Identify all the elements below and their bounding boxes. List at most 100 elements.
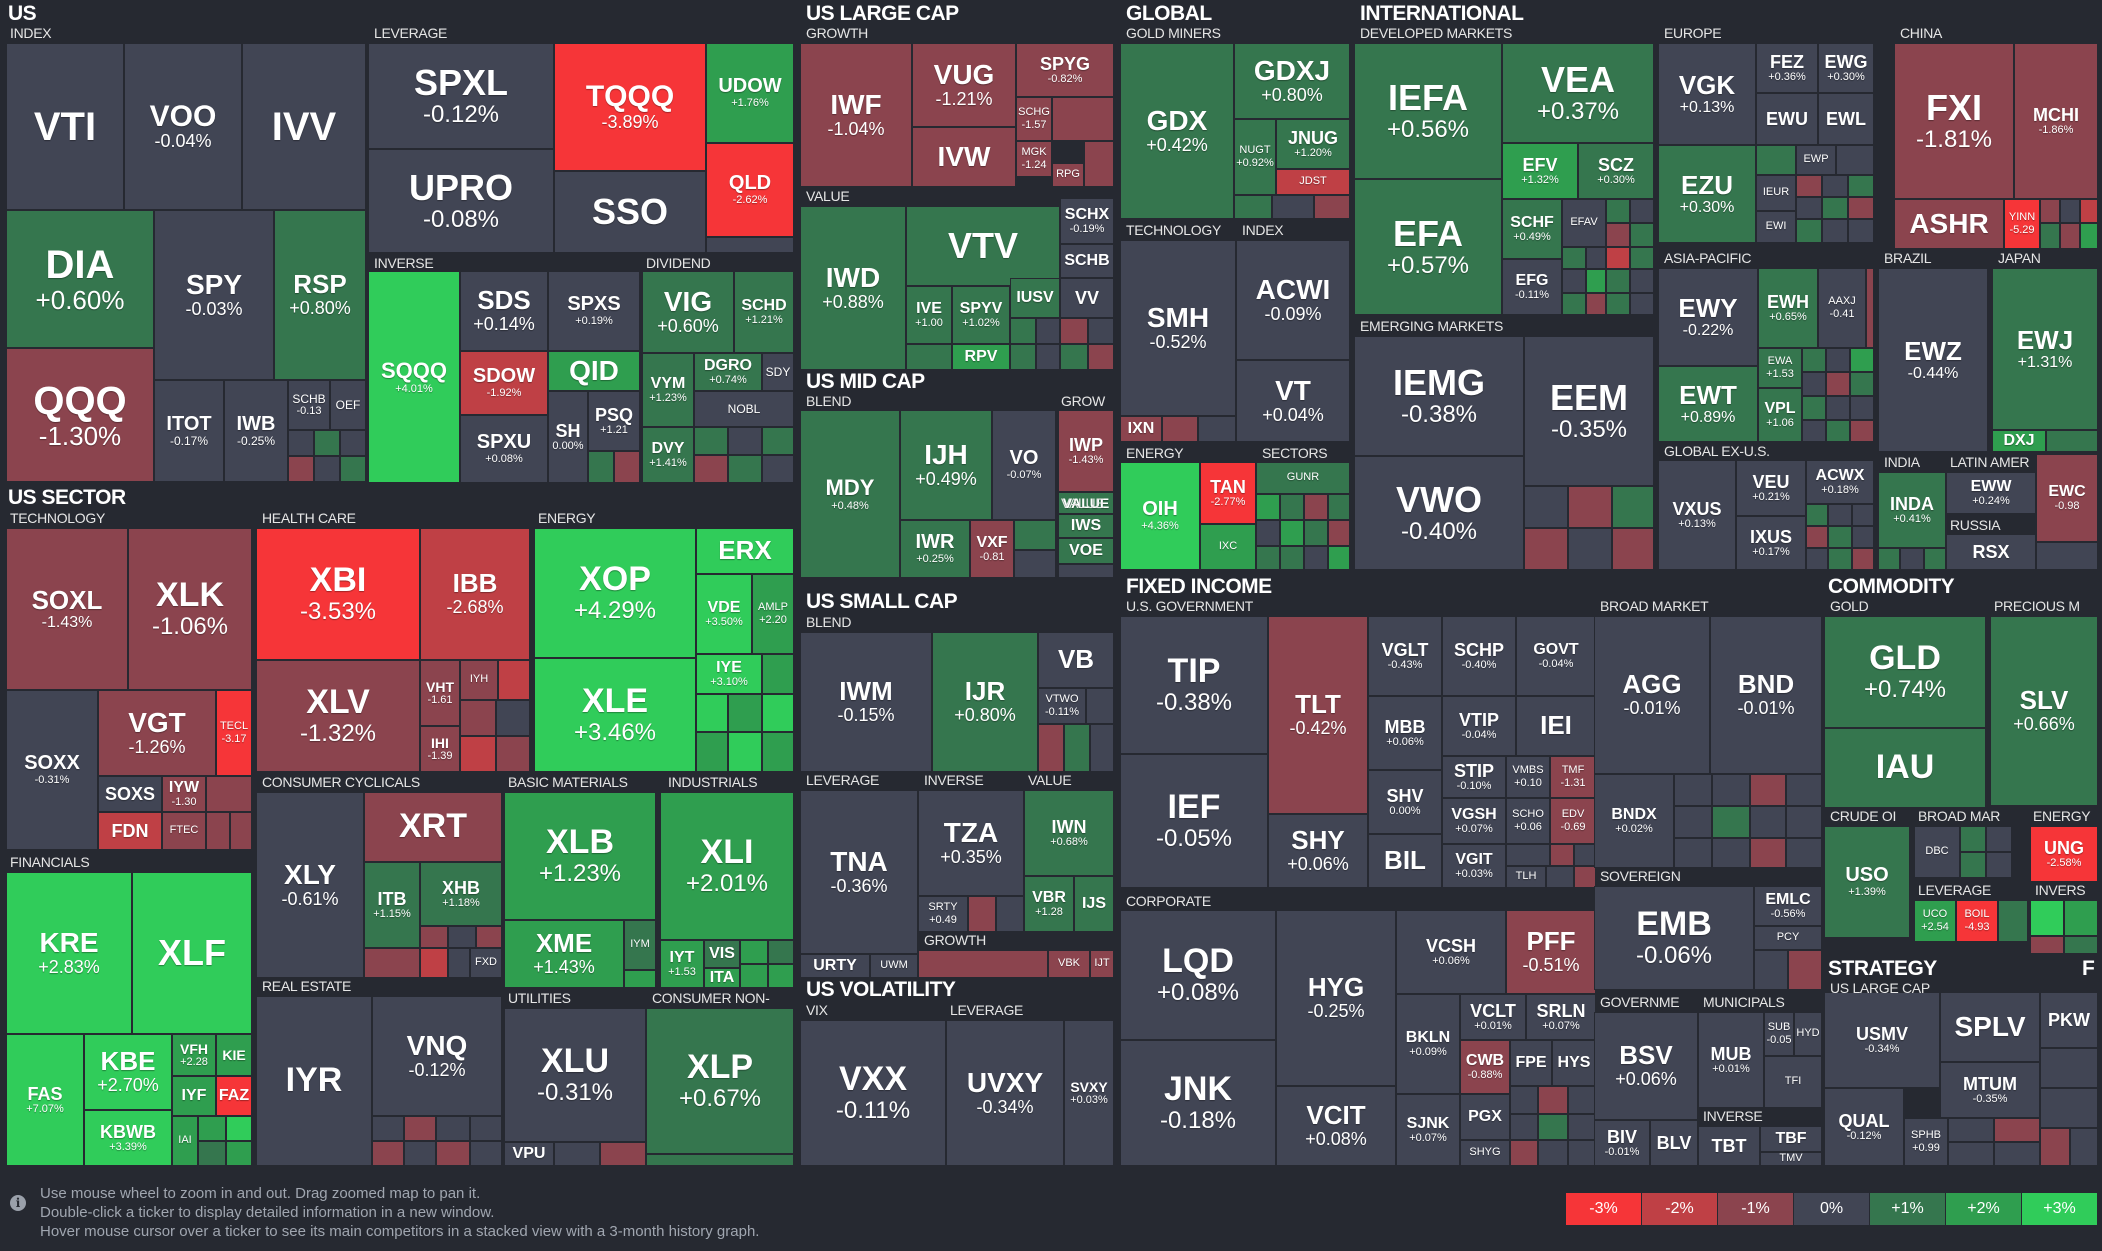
ticker-vcit[interactable]: VCIT +0.08% <box>1276 1086 1396 1166</box>
ticker-cell[interactable] <box>1562 247 1586 269</box>
ticker-cell[interactable] <box>1806 548 1828 570</box>
ticker-scz[interactable]: SCZ +0.30% <box>1578 143 1654 199</box>
ticker-vym[interactable]: VYM +1.23% <box>642 353 694 427</box>
ticker-cell[interactable] <box>1198 416 1236 442</box>
ticker-cell[interactable] <box>1756 145 1796 175</box>
ticker-acwx[interactable]: ACWX +0.18% <box>1806 460 1874 504</box>
ticker-cell[interactable] <box>1998 900 2028 942</box>
ticker-vig[interactable]: VIG +0.60% <box>642 271 734 353</box>
ticker-xhb[interactable]: XHB +1.18% <box>420 862 502 926</box>
ticker-vmbs[interactable]: VMBS +0.10 <box>1506 756 1550 798</box>
ticker-mbb[interactable]: MBB +0.06% <box>1368 696 1442 770</box>
ticker-cell[interactable] <box>498 660 530 700</box>
ticker-cell[interactable] <box>728 694 762 732</box>
ticker-ixn[interactable]: IXN <box>1120 416 1162 442</box>
ticker-vgsh[interactable]: VGSH +0.07% <box>1442 798 1506 844</box>
ticker-cell[interactable] <box>1712 838 1750 868</box>
ticker-veu[interactable]: VEU +0.21% <box>1736 460 1806 516</box>
ticker-fdn[interactable]: FDN <box>98 812 162 850</box>
ticker-cell[interactable] <box>1606 293 1630 315</box>
ticker-bil[interactable]: BIL <box>1368 834 1442 888</box>
ticker-iyw[interactable]: IYW -1.30 <box>162 776 206 812</box>
ticker-fas[interactable]: FAS +7.07% <box>6 1034 84 1166</box>
ticker-eem[interactable]: EEM -0.35% <box>1524 336 1654 486</box>
ticker-dxj[interactable]: DXJ <box>1992 430 2046 452</box>
ticker-cell[interactable] <box>2036 542 2098 570</box>
ticker-cell[interactable] <box>1256 494 1280 520</box>
ticker-cell[interactable] <box>1802 372 1826 396</box>
ticker-cell[interactable] <box>1750 774 1786 806</box>
ticker-ijs[interactable]: IJS <box>1074 876 1114 932</box>
ticker-voo[interactable]: VOO -0.04% <box>124 43 242 210</box>
ticker-vwo[interactable]: VWO -0.40% <box>1354 456 1524 570</box>
ticker-shy[interactable]: SHY +0.06% <box>1268 814 1368 888</box>
ticker-cell[interactable] <box>1052 97 1114 141</box>
ticker-cell[interactable] <box>206 812 230 850</box>
ticker-cell[interactable] <box>2040 1088 2098 1128</box>
ticker-rsp[interactable]: RSP +0.80% <box>274 210 366 380</box>
ticker-cell[interactable] <box>740 964 768 988</box>
ticker-rpv[interactable]: RPV <box>952 344 1010 370</box>
ticker-cell[interactable] <box>226 1116 252 1141</box>
ticker-ibb[interactable]: IBB -2.68% <box>420 528 530 660</box>
ticker-vcsh[interactable]: VCSH +0.06% <box>1396 910 1506 994</box>
ticker-cell[interactable] <box>1986 852 2012 878</box>
ticker-cell[interactable] <box>1086 688 1114 724</box>
ticker-cell[interactable] <box>1328 520 1350 546</box>
ticker-cell[interactable] <box>1994 1118 2040 1142</box>
ticker-xrt[interactable]: XRT <box>364 792 502 862</box>
ticker-mtum[interactable]: MTUM -0.35% <box>1940 1062 2040 1118</box>
ticker-hys[interactable]: HYS <box>1552 1040 1596 1086</box>
ticker-schb[interactable]: SCHB -0.13 <box>288 380 330 430</box>
ticker-cell[interactable] <box>1712 806 1750 838</box>
ticker-vbr[interactable]: VBR +1.28 <box>1024 876 1074 932</box>
ticker-itb[interactable]: ITB +1.15% <box>364 862 420 948</box>
ticker-cell[interactable] <box>1786 838 1822 868</box>
ticker-qqq[interactable]: QQQ -1.30% <box>6 348 154 482</box>
ticker-efv[interactable]: EFV +1.32% <box>1502 143 1578 199</box>
ticker-vb[interactable]: VB <box>1038 632 1114 688</box>
ticker-bnd[interactable]: BND -0.01% <box>1710 616 1822 774</box>
ticker-iemg[interactable]: IEMG -0.38% <box>1354 336 1524 456</box>
ticker-ijt[interactable]: IJT <box>1090 950 1114 978</box>
ticker-cell[interactable] <box>1510 1114 1538 1140</box>
etf-heatmap[interactable]: VTI VOO -0.04% IVV DIA +0.60% SPY -0.03% RSP +0.8… <box>0 0 2102 1175</box>
ticker-pcy[interactable]: PCY <box>1754 926 1822 950</box>
ticker-schd[interactable]: SCHD +1.21% <box>734 271 794 353</box>
ticker-fez[interactable]: FEZ +0.36% <box>1756 43 1818 93</box>
ticker-bndx[interactable]: BNDX +0.02% <box>1594 774 1674 868</box>
ticker-cell[interactable] <box>1280 520 1304 546</box>
ticker-tna[interactable]: TNA -0.36% <box>800 790 918 954</box>
ticker-cell[interactable] <box>1802 420 1826 442</box>
ticker-cell[interactable] <box>728 427 762 455</box>
ticker-ijr[interactable]: IJR +0.80% <box>932 632 1038 772</box>
ticker-vtv[interactable]: VTV <box>906 206 1060 286</box>
ticker-cell[interactable] <box>448 948 470 978</box>
ticker-rsx[interactable]: RSX <box>1946 534 2036 570</box>
ticker-cell[interactable] <box>1826 372 1850 396</box>
ticker-cell[interactable] <box>1850 420 1874 442</box>
ticker-ewi[interactable]: EWI <box>1756 211 1796 243</box>
ticker-cell[interactable] <box>1568 528 1612 570</box>
ticker-vxus[interactable]: VXUS +0.13% <box>1658 460 1736 570</box>
ticker-sphb[interactable]: SPHB +0.99 <box>1904 1118 1948 1166</box>
ticker-vgt[interactable]: VGT -1.26% <box>98 690 216 776</box>
ticker-tan[interactable]: TAN -2.77% <box>1200 462 1256 524</box>
ticker-cell[interactable] <box>1036 344 1060 370</box>
ticker-cell[interactable] <box>696 694 728 732</box>
ticker-cell[interactable] <box>2070 1128 2098 1166</box>
ticker-cell[interactable] <box>436 1116 470 1141</box>
ticker-cell[interactable] <box>1806 504 1828 526</box>
ticker-cell[interactable] <box>1612 486 1654 528</box>
ticker-cell[interactable] <box>1796 219 1822 243</box>
ticker-spy[interactable]: SPY -0.03% <box>154 210 274 380</box>
ticker-cell[interactable] <box>1010 318 1036 344</box>
ticker-cell[interactable] <box>2080 223 2098 249</box>
ticker-cell[interactable] <box>728 732 762 772</box>
ticker-schf[interactable]: SCHF +0.49% <box>1502 199 1562 259</box>
ticker-amlp[interactable]: AMLP +2.20 <box>752 574 794 654</box>
ticker-cell[interactable] <box>1924 548 1946 570</box>
ticker-iwr[interactable]: IWR +0.25% <box>900 520 970 578</box>
ticker-cell[interactable] <box>470 1116 502 1141</box>
ticker-cell[interactable] <box>1754 950 1788 990</box>
